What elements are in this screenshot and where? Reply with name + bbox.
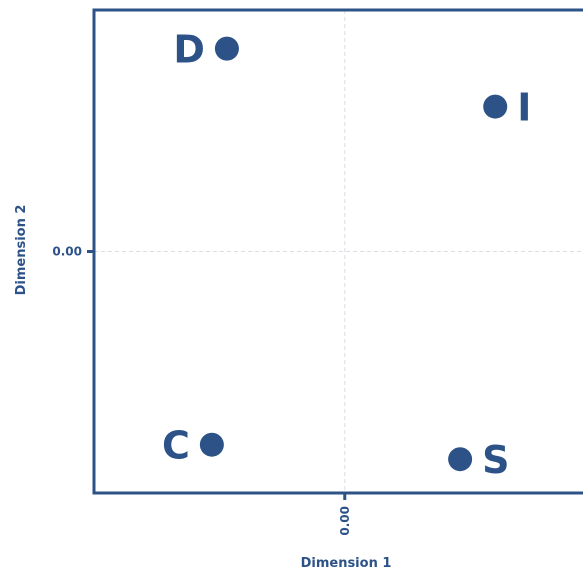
data-point-s (448, 447, 473, 472)
data-point-c (199, 432, 224, 457)
data-point-i (483, 94, 508, 119)
data-label-s: S (482, 438, 509, 482)
y-axis-ticks: 0.00 (52, 245, 94, 259)
grid-lines (94, 10, 583, 493)
y-axis-title: Dimension 2 (14, 205, 29, 296)
data-label-c: C (162, 424, 190, 468)
x-tick-label: 0.00 (338, 506, 352, 536)
data-points: D I C S (162, 28, 531, 483)
data-point-d (214, 36, 239, 61)
x-axis-title: Dimension 1 (301, 556, 392, 571)
data-label-d: D (173, 28, 205, 72)
y-tick-label: 0.00 (52, 245, 82, 259)
data-label-i: I (517, 86, 531, 130)
x-axis-ticks: 0.00 (338, 493, 352, 536)
